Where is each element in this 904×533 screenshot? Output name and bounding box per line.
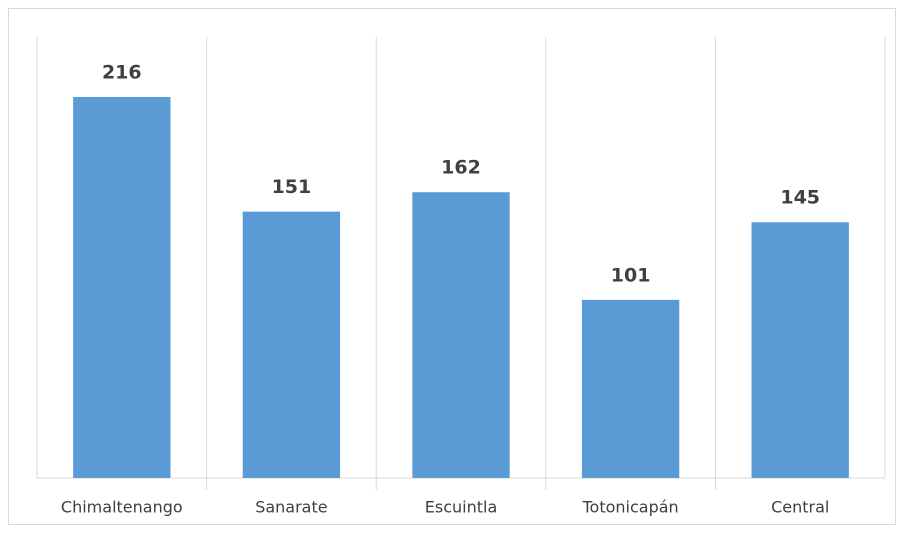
- x-tick-label: Chimaltenango: [61, 498, 183, 517]
- data-label: 145: [780, 187, 820, 209]
- bar: [73, 96, 171, 478]
- x-tick-label: Totonicapán: [581, 498, 678, 517]
- x-tick-label: Escuintla: [425, 498, 498, 517]
- bar: [242, 211, 341, 479]
- x-tick-label: Sanarate: [255, 498, 327, 517]
- data-label: 151: [272, 176, 312, 198]
- bar: [581, 299, 680, 478]
- bar: [412, 192, 510, 478]
- data-label: 216: [102, 61, 142, 83]
- x-tick-label: Central: [771, 498, 829, 517]
- data-label: 101: [611, 264, 651, 286]
- data-label: 162: [441, 157, 481, 179]
- bar: [751, 222, 849, 478]
